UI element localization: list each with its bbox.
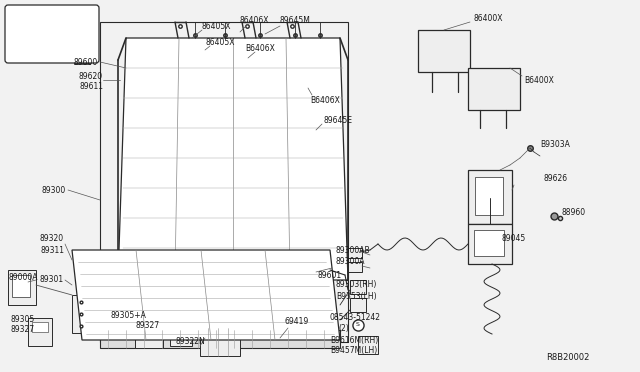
Text: 89611: 89611 xyxy=(79,81,103,90)
Text: 89327: 89327 xyxy=(10,326,34,334)
Text: 89645M: 89645M xyxy=(280,16,311,25)
Text: 08543-51242: 08543-51242 xyxy=(330,314,381,323)
Text: 89303(RH): 89303(RH) xyxy=(336,280,378,289)
Polygon shape xyxy=(72,250,340,340)
Bar xyxy=(474,230,504,256)
Text: B6400X: B6400X xyxy=(524,76,554,84)
FancyBboxPatch shape xyxy=(5,5,99,63)
Text: B9616M(RH): B9616M(RH) xyxy=(330,336,378,344)
Text: B9303A: B9303A xyxy=(540,140,570,148)
Bar xyxy=(200,328,240,356)
Text: B9353(LH): B9353(LH) xyxy=(336,292,376,301)
Text: 89322N: 89322N xyxy=(175,337,205,346)
Text: 89601: 89601 xyxy=(318,272,342,280)
Text: 89300AB: 89300AB xyxy=(336,246,371,254)
Bar xyxy=(350,298,366,312)
Text: 89620: 89620 xyxy=(79,71,103,80)
Text: 89300A: 89300A xyxy=(336,257,365,266)
Bar xyxy=(100,22,348,342)
Bar xyxy=(350,280,366,294)
Text: 89320: 89320 xyxy=(40,234,64,243)
Text: 89626: 89626 xyxy=(544,173,568,183)
Bar xyxy=(348,248,362,258)
Text: 89045: 89045 xyxy=(502,234,526,243)
Bar xyxy=(16,16,42,34)
Bar xyxy=(475,177,503,215)
Bar xyxy=(468,224,512,264)
Text: 86406X: 86406X xyxy=(240,16,269,25)
Text: 89311: 89311 xyxy=(40,246,64,254)
Bar xyxy=(170,322,192,346)
Text: 88960: 88960 xyxy=(562,208,586,217)
Bar xyxy=(468,68,520,110)
Bar xyxy=(358,336,378,354)
Bar xyxy=(16,37,42,55)
Text: R8B20002: R8B20002 xyxy=(547,353,590,362)
Text: 89301: 89301 xyxy=(40,276,64,285)
Bar xyxy=(348,262,362,272)
Text: B6406X: B6406X xyxy=(245,44,275,52)
Text: 69419: 69419 xyxy=(285,317,309,327)
Text: 89300: 89300 xyxy=(42,186,66,195)
Bar xyxy=(418,30,470,72)
Bar xyxy=(32,322,48,332)
Bar xyxy=(8,270,36,305)
Polygon shape xyxy=(118,38,348,280)
Text: (2): (2) xyxy=(338,324,349,333)
Bar xyxy=(46,16,72,34)
Bar xyxy=(468,170,512,224)
Bar xyxy=(46,37,72,55)
Bar xyxy=(135,320,163,348)
Bar xyxy=(28,318,52,346)
Text: 86405X: 86405X xyxy=(202,22,232,31)
Text: B6406X: B6406X xyxy=(310,96,340,105)
Text: 89327: 89327 xyxy=(135,321,159,330)
Text: 89305+A: 89305+A xyxy=(110,311,146,321)
Text: 89645E: 89645E xyxy=(324,115,353,125)
Bar xyxy=(12,275,30,297)
Text: S: S xyxy=(356,323,360,327)
Bar xyxy=(74,12,90,64)
Text: 86400X: 86400X xyxy=(474,13,504,22)
Text: 89000A: 89000A xyxy=(8,273,38,282)
Text: 86405X: 86405X xyxy=(205,38,234,46)
Text: 89600: 89600 xyxy=(74,58,98,67)
Text: 89305: 89305 xyxy=(10,315,35,324)
Text: B9457M(LH): B9457M(LH) xyxy=(330,346,377,355)
Bar xyxy=(100,330,340,348)
Bar xyxy=(72,295,90,333)
